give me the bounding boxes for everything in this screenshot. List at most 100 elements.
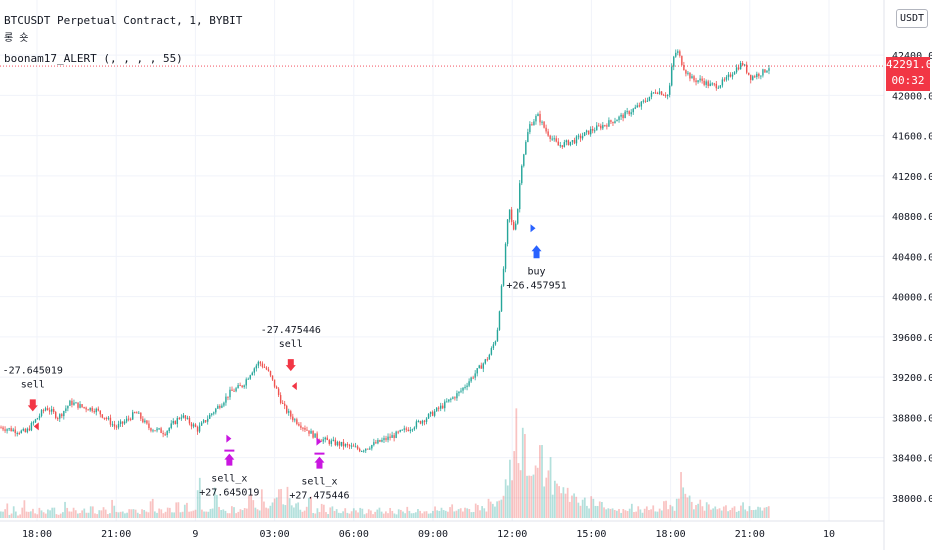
candle-body <box>498 311 501 330</box>
candle-body <box>381 439 383 442</box>
candle-body <box>553 138 555 140</box>
candle-body <box>656 93 659 95</box>
volume-bar <box>38 507 41 518</box>
candle-body <box>166 430 168 435</box>
candle-body <box>277 388 280 396</box>
indicator-legend[interactable]: boonam17_ALERT (, , , , 55) <box>4 52 183 65</box>
candle-body <box>40 410 43 416</box>
candle-body <box>660 91 663 95</box>
volume-bar <box>252 500 255 518</box>
candle-body <box>346 444 349 446</box>
volume-bar <box>391 510 394 518</box>
volume-bar <box>444 510 447 518</box>
candle-body <box>437 407 440 409</box>
volume-bar <box>498 500 501 518</box>
volume-bar <box>19 514 21 518</box>
volume-bar <box>594 505 597 518</box>
candle-body <box>330 440 333 444</box>
candle-body <box>221 405 223 408</box>
candle-body <box>403 428 405 430</box>
volume-bar <box>633 511 635 518</box>
price-tick-label: 41600.0 <box>892 132 932 143</box>
candle-body <box>320 440 322 442</box>
candle-body <box>373 442 375 446</box>
price-tick-label: 39200.0 <box>892 373 932 384</box>
volume-bar <box>94 513 96 518</box>
volume-bar <box>310 496 312 518</box>
volume-bar <box>335 509 338 518</box>
candle-body <box>423 420 426 422</box>
volume-bar <box>378 507 381 518</box>
candle-body <box>105 417 108 419</box>
candle-body <box>545 127 547 132</box>
volume-bar <box>524 434 526 518</box>
volume-bar <box>177 502 180 518</box>
candle-body <box>26 428 29 433</box>
candle-body <box>567 140 570 146</box>
candle-body <box>760 75 762 77</box>
candle-body <box>634 107 636 109</box>
candle-body <box>602 125 604 129</box>
volume-bar <box>735 511 738 518</box>
candle-body <box>267 369 270 371</box>
volume-bar <box>757 506 759 518</box>
candle-body <box>18 433 20 435</box>
candle-body <box>48 410 51 412</box>
candle-body <box>251 372 253 376</box>
candle-body <box>190 423 193 427</box>
volume-bar <box>218 506 220 518</box>
volume-bar <box>254 507 257 518</box>
volume-bar <box>372 514 374 518</box>
volume-bar <box>290 505 293 518</box>
candle-body <box>478 365 480 369</box>
candle-body <box>488 354 491 360</box>
volume-bar <box>168 507 171 518</box>
currency-selector[interactable]: USDT <box>896 9 928 28</box>
volume-bar <box>198 477 201 518</box>
volume-bar <box>436 510 439 518</box>
price-axis[interactable]: 42400.0 42000.0 41600.0 41200.0 40800.0 40400… <box>883 0 932 550</box>
volume-bar <box>34 513 36 518</box>
volume-bar <box>744 509 747 518</box>
candle-body <box>650 92 653 97</box>
volume-bar <box>628 508 631 518</box>
volume-bar <box>27 511 30 518</box>
volume-bar <box>181 511 184 518</box>
volume-bar <box>387 513 389 518</box>
candle-body <box>387 436 389 440</box>
candle-body <box>671 66 673 86</box>
volume-bar <box>361 508 364 518</box>
volume-bar <box>241 510 244 518</box>
volume-bar <box>224 510 227 518</box>
candle-body <box>136 412 138 414</box>
candle-body <box>664 95 667 97</box>
candle-body <box>377 440 379 444</box>
volume-bar <box>154 511 156 518</box>
candle-body <box>448 399 450 402</box>
candle-body <box>275 386 278 389</box>
candle-body <box>679 51 681 56</box>
volume-bar <box>192 510 195 518</box>
volume-bar <box>301 511 304 518</box>
time-axis[interactable]: 18:00 21:00 9 03:00 06:00 09:00 12:00 15:00 18:0… <box>0 520 884 540</box>
candle-body <box>401 429 403 431</box>
volume-bar <box>586 505 588 518</box>
volume-bar <box>121 511 124 518</box>
candle-body <box>152 430 154 432</box>
volume-bar <box>678 498 680 518</box>
volume-bar <box>156 512 158 518</box>
candle-body <box>245 379 247 386</box>
volume-bar <box>526 475 528 518</box>
candle-body <box>600 125 602 129</box>
candle-body <box>97 408 99 411</box>
volume-bar <box>421 513 424 518</box>
candle-body <box>369 448 371 450</box>
candle-body <box>764 69 766 73</box>
candle-body <box>399 430 401 432</box>
candle-body <box>391 435 393 438</box>
candle-body <box>640 101 643 107</box>
symbol-legend[interactable]: BTCUSDT Perpetual Contract, 1, BYBIT <box>4 14 243 27</box>
volume-bar <box>697 503 700 518</box>
candle-body <box>170 423 172 428</box>
